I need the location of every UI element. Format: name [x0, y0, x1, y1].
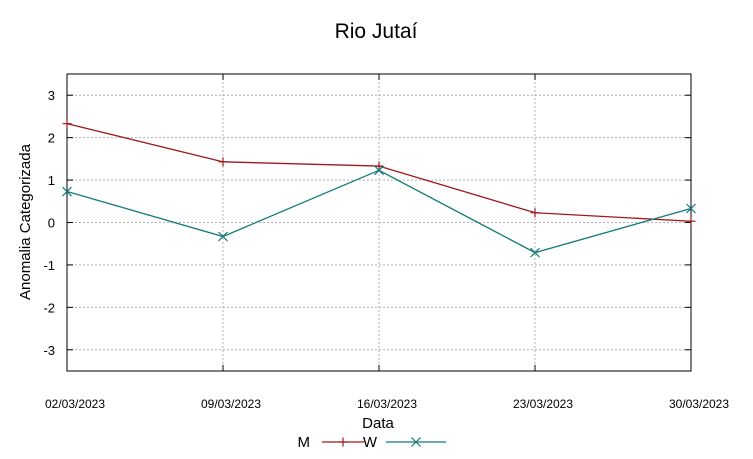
- grid-lines: [67, 74, 691, 371]
- chart-title: Rio Jutaí: [335, 20, 418, 43]
- x-axis-label: Data: [362, 415, 394, 432]
- legend-marker-w: [411, 437, 421, 447]
- x-axis-ticks: 02/03/2023 09/03/2023 16/03/2023 23/03/2023…: [45, 74, 729, 411]
- series-layer: [62, 119, 696, 258]
- y-tick-label: 1: [48, 173, 55, 188]
- series-w-point: [62, 186, 72, 197]
- series-w-point: [374, 165, 384, 176]
- legend-label-w: W: [363, 434, 378, 451]
- y-tick-label: -1: [43, 258, 55, 273]
- series-w-point: [218, 231, 228, 242]
- y-tick-label: 2: [48, 131, 55, 146]
- y-tick-label: -3: [43, 343, 55, 358]
- y-tick-label: 3: [48, 88, 55, 103]
- x-tick-label: 09/03/2023: [201, 397, 261, 411]
- y-axis-ticks: 3 2 1 0 -1 -2 -3: [43, 88, 691, 358]
- x-tick-label: 16/03/2023: [357, 397, 417, 411]
- y-tick-label: 0: [48, 216, 55, 231]
- x-tick-label: 23/03/2023: [513, 397, 573, 411]
- legend-label-m: M: [298, 434, 311, 451]
- series-w-point: [530, 247, 540, 258]
- x-tick-label: 02/03/2023: [45, 397, 105, 411]
- x-tick-label: 30/03/2023: [669, 397, 729, 411]
- series-w-point: [686, 203, 696, 214]
- y-axis-label: Anomalia Categorizada: [17, 143, 34, 300]
- y-tick-label: -2: [43, 300, 55, 315]
